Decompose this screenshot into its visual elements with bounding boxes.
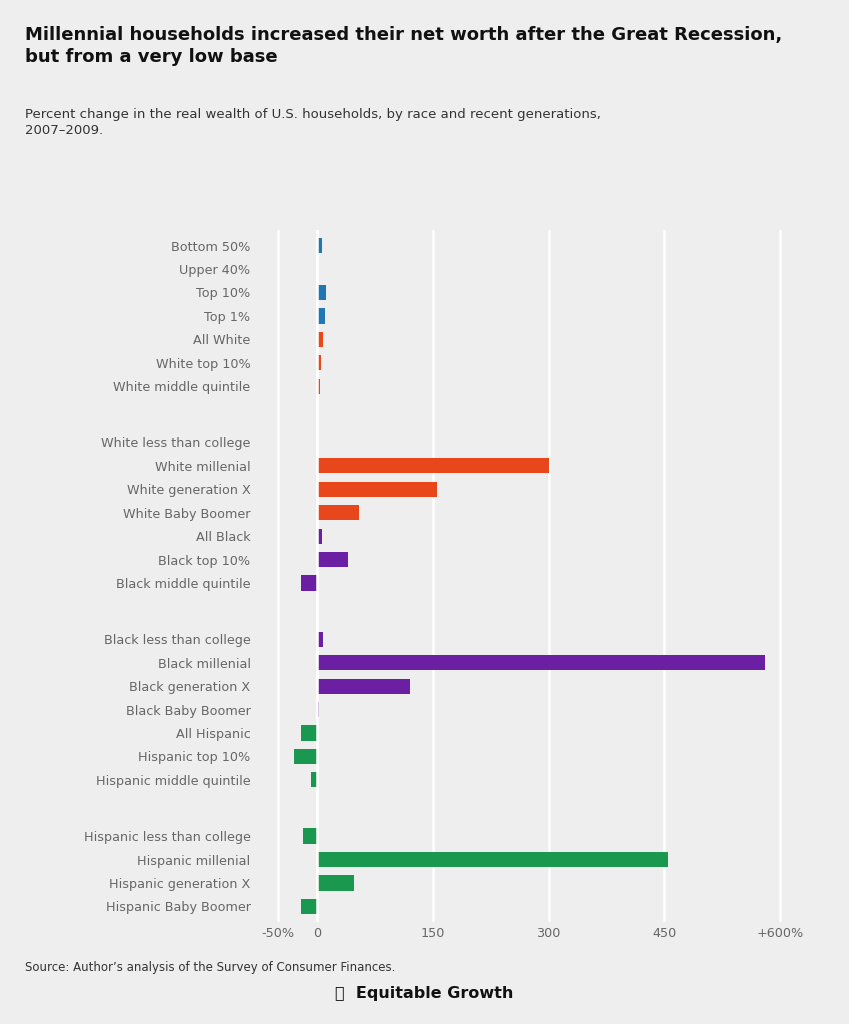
Bar <box>317 701 319 717</box>
Bar <box>294 749 317 764</box>
Bar <box>317 679 409 693</box>
Bar <box>301 725 317 740</box>
Bar <box>317 852 668 867</box>
Bar <box>317 459 548 473</box>
Bar <box>317 528 322 544</box>
Bar <box>301 575 317 591</box>
Bar <box>317 505 359 520</box>
Bar <box>317 308 325 324</box>
Bar <box>317 285 326 300</box>
Bar <box>311 772 317 787</box>
Bar <box>317 481 436 497</box>
Bar <box>317 552 348 567</box>
Text: 📈  Equitable Growth: 📈 Equitable Growth <box>335 986 514 1001</box>
Bar <box>301 899 317 914</box>
Bar <box>317 379 320 394</box>
Bar <box>317 355 321 371</box>
Bar <box>317 655 765 671</box>
Bar <box>317 876 354 891</box>
Text: Source: Author’s analysis of the Survey of Consumer Finances.: Source: Author’s analysis of the Survey … <box>25 961 396 974</box>
Bar <box>317 238 323 253</box>
Text: Millennial households increased their net worth after the Great Recession,
but f: Millennial households increased their ne… <box>25 26 783 66</box>
Text: Percent change in the real wealth of U.S. households, by race and recent generat: Percent change in the real wealth of U.S… <box>25 108 601 137</box>
Bar <box>317 632 323 647</box>
Bar <box>317 332 323 347</box>
Bar <box>303 828 317 844</box>
